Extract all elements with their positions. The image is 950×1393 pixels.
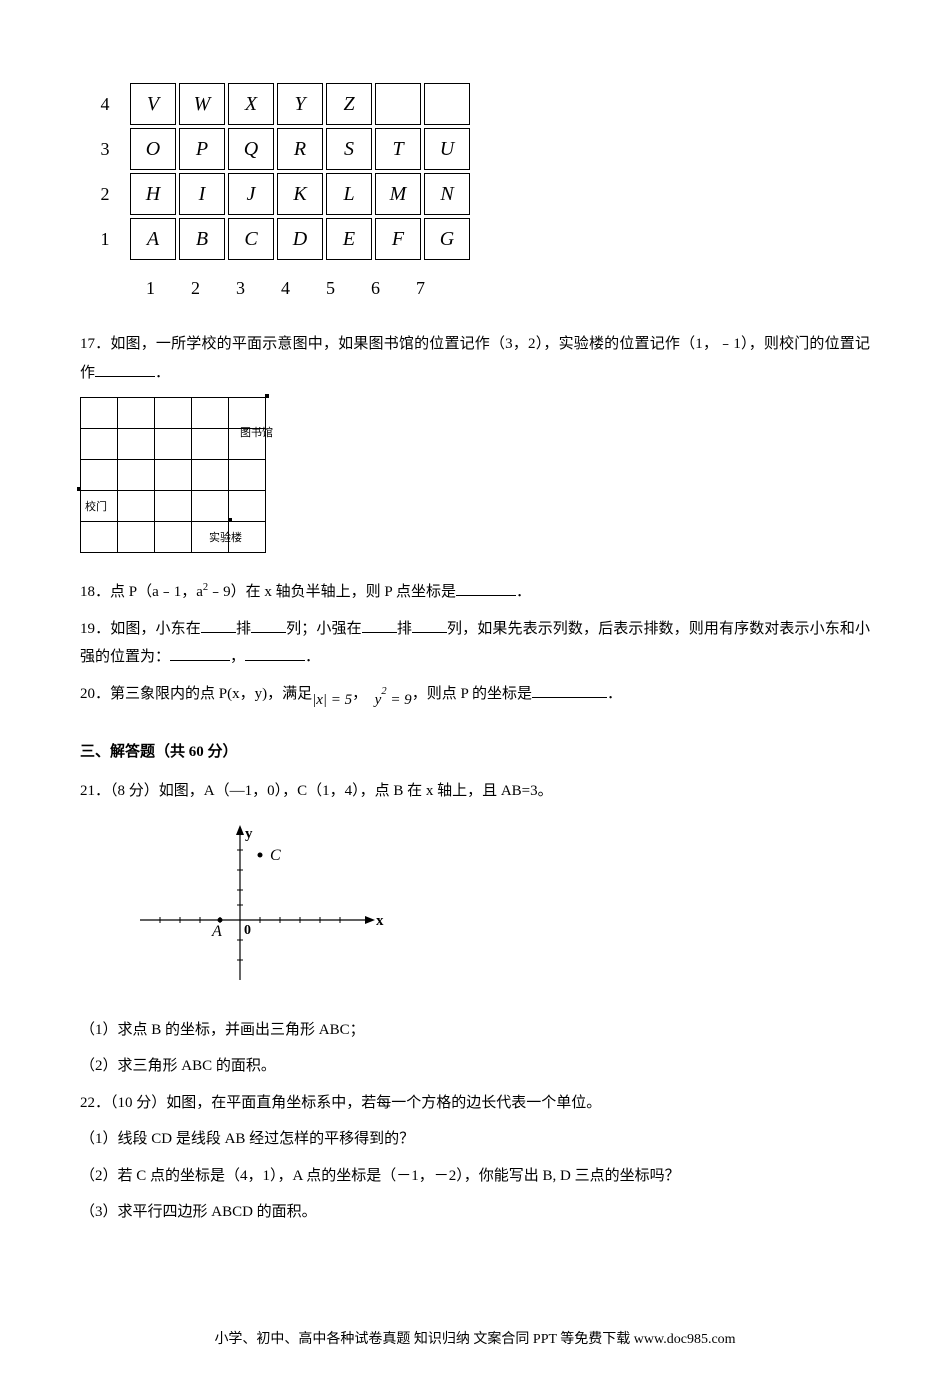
row-label: 3 [83,128,127,170]
coordinate-figure: C A y x 0 [130,820,870,1001]
grid-cell: Z [326,83,372,125]
q20-p1: 20．第三象限内的点 P(x，y)，满足 [80,686,312,702]
eq2: = 9 [387,692,412,708]
grid-cell: Y [277,83,323,125]
label-c: C [270,847,281,864]
label-a: A [211,923,222,940]
label-x: x [376,913,384,929]
gate-label: 校门 [85,497,107,518]
question-22: 22．（10 分）如图，在平面直角坐标系中，若每一个方格的边长代表一个单位。 [80,1089,870,1118]
blank [532,682,607,698]
question-19: 19．如图，小东在排列；小强在排列，如果先表示列数，后表示排数，则用有序数对表示… [80,615,870,672]
blank [251,617,286,633]
q19-suffix: ． [305,649,320,665]
grid-cell: U [424,128,470,170]
grid-cell: G [424,218,470,260]
letter-grid-table: 4 V W X Y Z 3 O P Q R S T U 2 H I J K L … [80,80,473,263]
q21-sub1: （1）求点 B 的坐标，并画出三角形 ABC； [80,1016,870,1045]
grid-cell: R [277,128,323,170]
grid-cell: D [277,218,323,260]
blank [412,617,447,633]
question-17: 17．如图，一所学校的平面示意图中，如果图书馆的位置记作（3，2），实验楼的位置… [80,330,870,387]
eq1: = 5 [327,692,352,708]
grid-cell: H [130,173,176,215]
section-3-header: 三、解答题（共 60 分） [80,738,870,767]
q21-sub2: （2）求三角形 ABC 的面积。 [80,1052,870,1081]
grid-cell: A [130,218,176,260]
col-label: 7 [398,271,443,305]
question-18: 18．点 P（a﹣1，a2﹣9）在 x 轴负半轴上，则 P 点坐标是． [80,578,870,607]
q20-comma: ， [352,686,367,702]
q19-comma: ， [230,649,245,665]
page-footer: 小学、初中、高中各种试卷真题 知识归纳 文案合同 PPT 等免费下载 www.d… [80,1327,870,1354]
blank [362,617,397,633]
grid-cell: L [326,173,372,215]
grid-cell: S [326,128,372,170]
sup2: 2 [381,686,386,697]
grid-cell: C [228,218,274,260]
col-labels-row: 1 2 3 4 5 6 7 [128,271,870,305]
row-label: 4 [83,83,127,125]
col-label: 4 [263,271,308,305]
grid-cell: K [277,173,323,215]
question-20: 20．第三象限内的点 P(x，y)，满足|x| = 5， y2 = 9，则点 P… [80,680,870,709]
q17-suffix: ． [155,365,170,381]
q22-sub3: （3）求平行四边形 ABCD 的面积。 [80,1198,870,1227]
grid-cell: N [424,173,470,215]
q22-sub2: （2）若 C 点的坐标是（4，1），A 点的坐标是（－1，－2），你能写出 B,… [80,1162,870,1191]
grid-cell: X [228,83,274,125]
abs-x: |x| [312,692,327,708]
row-label: 1 [83,218,127,260]
label-o: 0 [244,923,251,938]
blank [170,645,230,661]
col-label: 2 [173,271,218,305]
grid-cell: W [179,83,225,125]
q19-p1: 19．如图，小东在 [80,621,201,637]
q19-p4: 排 [397,621,412,637]
grid-cell: M [375,173,421,215]
blank [95,361,155,377]
library-label: 图书馆 [240,423,273,444]
grid-cell: V [130,83,176,125]
letter-grid-figure: 4 V W X Y Z 3 O P Q R S T U 2 H I J K L … [80,80,870,305]
grid-cell: E [326,218,372,260]
q18-p1: 18．点 P（a﹣1，a [80,584,203,600]
grid-cell: T [375,128,421,170]
grid-cell: O [130,128,176,170]
grid-cell: F [375,218,421,260]
row-label: 2 [83,173,127,215]
grid-cell [375,83,421,125]
q19-p3: 列；小强在 [286,621,362,637]
grid-cell: Q [228,128,274,170]
q17-text: 17．如图，一所学校的平面示意图中，如果图书馆的位置记作（3，2），实验楼的位置… [80,336,870,381]
label-y: y [245,826,253,842]
col-label: 6 [353,271,398,305]
blank [245,645,305,661]
q18-p2: ﹣9）在 x 轴负半轴上，则 P 点坐标是 [208,584,456,600]
grid-cell: J [228,173,274,215]
col-label: 1 [128,271,173,305]
grid-cell: I [179,173,225,215]
col-label: 3 [218,271,263,305]
q22-sub1: （1）线段 CD 是线段 AB 经过怎样的平移得到的？ [80,1125,870,1154]
question-21: 21．（8 分）如图，A（—1，0），C（1，4），点 B 在 x 轴上，且 A… [80,777,870,806]
q19-p2: 排 [236,621,251,637]
school-map-figure: 图书馆 校门 实验楼 [80,397,870,553]
grid-cell: B [179,218,225,260]
grid-cell [424,83,470,125]
blank [456,580,516,596]
q20-suffix: ． [607,686,622,702]
q18-suffix: ． [516,584,531,600]
q20-p2: ，则点 P 的坐标是 [412,686,532,702]
blank [201,617,236,633]
col-label: 5 [308,271,353,305]
grid-cell: P [179,128,225,170]
